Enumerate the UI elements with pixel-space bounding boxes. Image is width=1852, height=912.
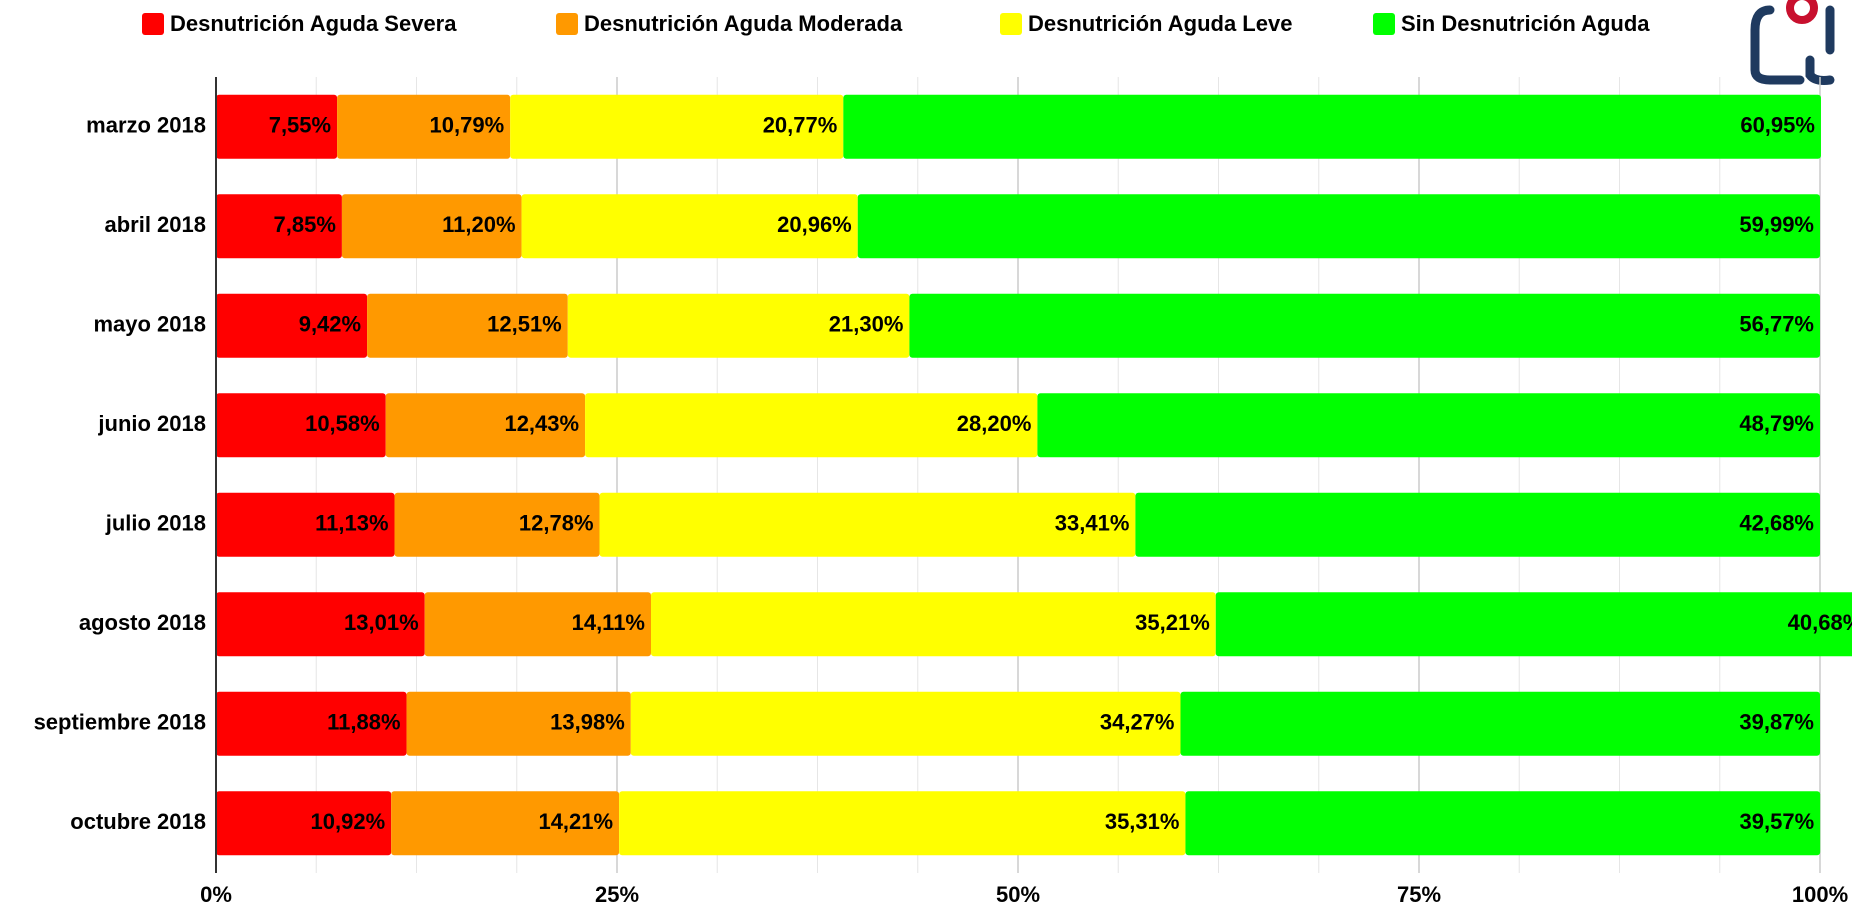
data-label: 39,87% xyxy=(1739,710,1814,735)
bar-segment xyxy=(599,492,1136,557)
data-label: 10,79% xyxy=(430,113,505,138)
data-label: 7,55% xyxy=(269,113,331,138)
data-label: 12,78% xyxy=(519,511,594,536)
bar-segment xyxy=(406,691,631,756)
data-label: 39,57% xyxy=(1740,809,1815,834)
data-label: 35,21% xyxy=(1135,610,1210,635)
data-label: 13,01% xyxy=(344,610,419,635)
bar-segment xyxy=(216,94,338,159)
data-label: 20,77% xyxy=(763,113,838,138)
data-label: 20,96% xyxy=(777,212,852,237)
legend-swatch xyxy=(556,13,578,35)
bar-segment xyxy=(630,691,1181,756)
data-label: 10,92% xyxy=(311,809,386,834)
x-tick-label: 75% xyxy=(1397,882,1441,907)
data-label: 11,88% xyxy=(327,710,400,735)
bar-segment xyxy=(567,293,910,358)
data-label: 28,20% xyxy=(957,411,1032,436)
bar-segment xyxy=(1135,492,1820,557)
bar-segment xyxy=(651,592,1216,657)
bar-segment xyxy=(1185,791,1821,856)
y-tick-label: agosto 2018 xyxy=(79,610,206,635)
data-label: 34,27% xyxy=(1100,710,1175,735)
bar-segment xyxy=(521,194,858,259)
data-label: 60,95% xyxy=(1740,113,1815,138)
bar-segment xyxy=(216,492,395,557)
legend-label: Desnutrición Aguda Moderada xyxy=(584,11,903,36)
y-tick-label: marzo 2018 xyxy=(86,113,206,138)
data-label: 35,31% xyxy=(1105,809,1180,834)
bar-segment xyxy=(585,393,1038,458)
data-label: 56,77% xyxy=(1739,312,1814,337)
legend-swatch xyxy=(1000,13,1022,35)
legend-label: Desnutrición Aguda Leve xyxy=(1028,11,1292,36)
bar-segment xyxy=(1037,393,1820,458)
bar-segment xyxy=(1215,592,1852,657)
bar-segment xyxy=(619,791,1186,856)
logo xyxy=(1750,0,1835,85)
data-label: 40,68% xyxy=(1788,610,1852,635)
data-label: 9,42% xyxy=(299,312,361,337)
bar-segment xyxy=(857,194,1820,259)
data-label: 11,20% xyxy=(442,212,515,237)
bar-segment xyxy=(391,791,620,856)
data-label: 42,68% xyxy=(1739,511,1814,536)
bar-segment xyxy=(216,293,368,358)
bar-segment xyxy=(843,94,1821,159)
data-label: 7,85% xyxy=(274,212,336,237)
y-tick-label: junio 2018 xyxy=(97,411,206,436)
x-tick-label: 0% xyxy=(200,882,232,907)
bar-segment xyxy=(367,293,568,358)
bar-segment xyxy=(394,492,600,557)
x-tick-label: 25% xyxy=(595,882,639,907)
legend-swatch xyxy=(142,13,164,35)
data-label: 12,51% xyxy=(487,312,562,337)
data-label: 59,99% xyxy=(1739,212,1814,237)
y-tick-label: abril 2018 xyxy=(104,212,206,237)
data-label: 13,98% xyxy=(550,710,625,735)
data-label: 33,41% xyxy=(1055,511,1130,536)
bar-segment xyxy=(216,393,386,458)
y-tick-label: julio 2018 xyxy=(105,511,206,536)
data-label: 14,21% xyxy=(538,809,613,834)
bar-segment xyxy=(341,194,522,259)
y-tick-label: mayo 2018 xyxy=(93,312,206,337)
bar-segment xyxy=(216,691,407,756)
data-label: 21,30% xyxy=(829,312,904,337)
bar-segment xyxy=(909,293,1820,358)
data-label: 11,13% xyxy=(315,511,388,536)
legend-label: Desnutrición Aguda Severa xyxy=(170,11,457,36)
bar-segment xyxy=(424,592,652,657)
bar-segment xyxy=(1180,691,1820,756)
legend-swatch xyxy=(1373,13,1395,35)
y-tick-label: septiembre 2018 xyxy=(34,710,206,735)
y-tick-label: octubre 2018 xyxy=(70,809,206,834)
data-label: 12,43% xyxy=(504,411,579,436)
bar-segment xyxy=(216,592,425,657)
bar-segment xyxy=(385,393,586,458)
legend-label: Sin Desnutrición Aguda xyxy=(1401,11,1650,36)
bar-segment xyxy=(510,94,844,159)
data-label: 10,58% xyxy=(305,411,380,436)
data-label: 48,79% xyxy=(1739,411,1814,436)
bar-segment xyxy=(216,194,342,259)
x-tick-label: 100% xyxy=(1792,882,1848,907)
bar-segment xyxy=(216,791,392,856)
bar-segment xyxy=(337,94,511,159)
data-label: 14,11% xyxy=(572,610,645,635)
x-tick-label: 50% xyxy=(996,882,1040,907)
